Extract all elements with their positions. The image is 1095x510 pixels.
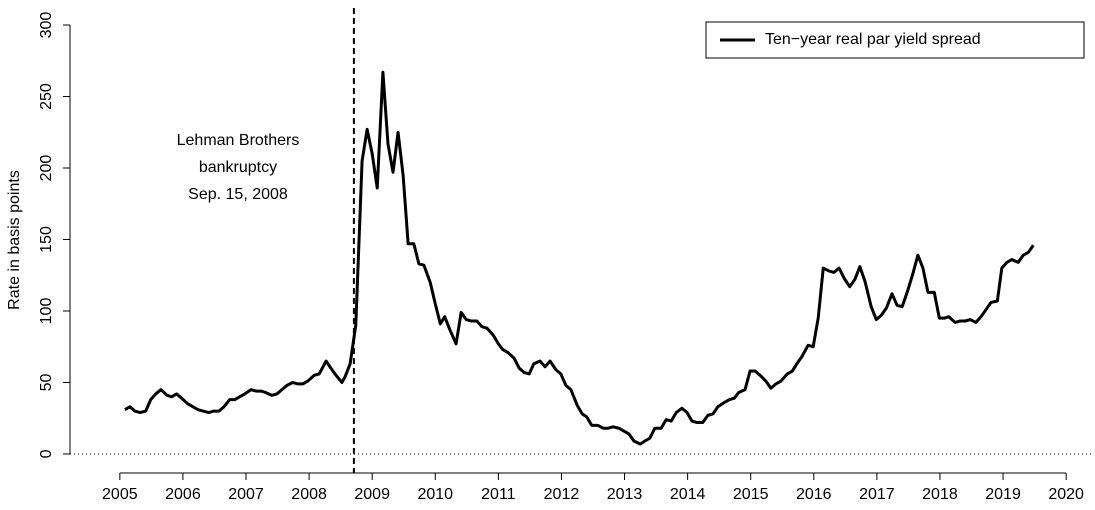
x-tick-label: 2018 bbox=[922, 486, 958, 503]
x-tick-label: 2006 bbox=[165, 486, 201, 503]
x-tick-label: 2020 bbox=[1048, 486, 1084, 503]
x-tick-label: 2012 bbox=[544, 486, 580, 503]
y-tick-label: 150 bbox=[38, 226, 55, 253]
annotation: Lehman Brothers bbox=[177, 132, 300, 149]
y-tick-label: 300 bbox=[38, 12, 55, 39]
x-tick-label: 2005 bbox=[102, 486, 138, 503]
y-axis-title: Rate in basis points bbox=[6, 170, 23, 310]
x-tick-label: 2007 bbox=[228, 486, 264, 503]
x-tick-label: 2016 bbox=[796, 486, 832, 503]
data-line bbox=[124, 70, 1035, 446]
annotation: Sep. 15, 2008 bbox=[188, 186, 288, 203]
annotation: bankruptcy bbox=[199, 159, 277, 176]
y-tick-label: 0 bbox=[38, 449, 55, 458]
x-tick-label: 2008 bbox=[291, 486, 327, 503]
x-tick-label: 2015 bbox=[733, 486, 769, 503]
x-tick-label: 2014 bbox=[670, 486, 706, 503]
legend-label: Ten−year real par yield spread bbox=[765, 31, 981, 48]
x-tick-label: 2011 bbox=[481, 486, 516, 503]
y-tick-label: 100 bbox=[38, 298, 55, 325]
x-tick-label: 2019 bbox=[985, 486, 1021, 503]
y-tick-label: 250 bbox=[38, 83, 55, 110]
x-tick-label: 2010 bbox=[417, 486, 453, 503]
legend-box bbox=[705, 21, 1085, 59]
x-tick-label: 2009 bbox=[354, 486, 390, 503]
y-tick-label: 50 bbox=[38, 373, 55, 391]
x-tick-label: 2017 bbox=[859, 486, 895, 503]
x-tick-label: 2013 bbox=[607, 486, 643, 503]
y-tick-label: 200 bbox=[38, 155, 55, 182]
